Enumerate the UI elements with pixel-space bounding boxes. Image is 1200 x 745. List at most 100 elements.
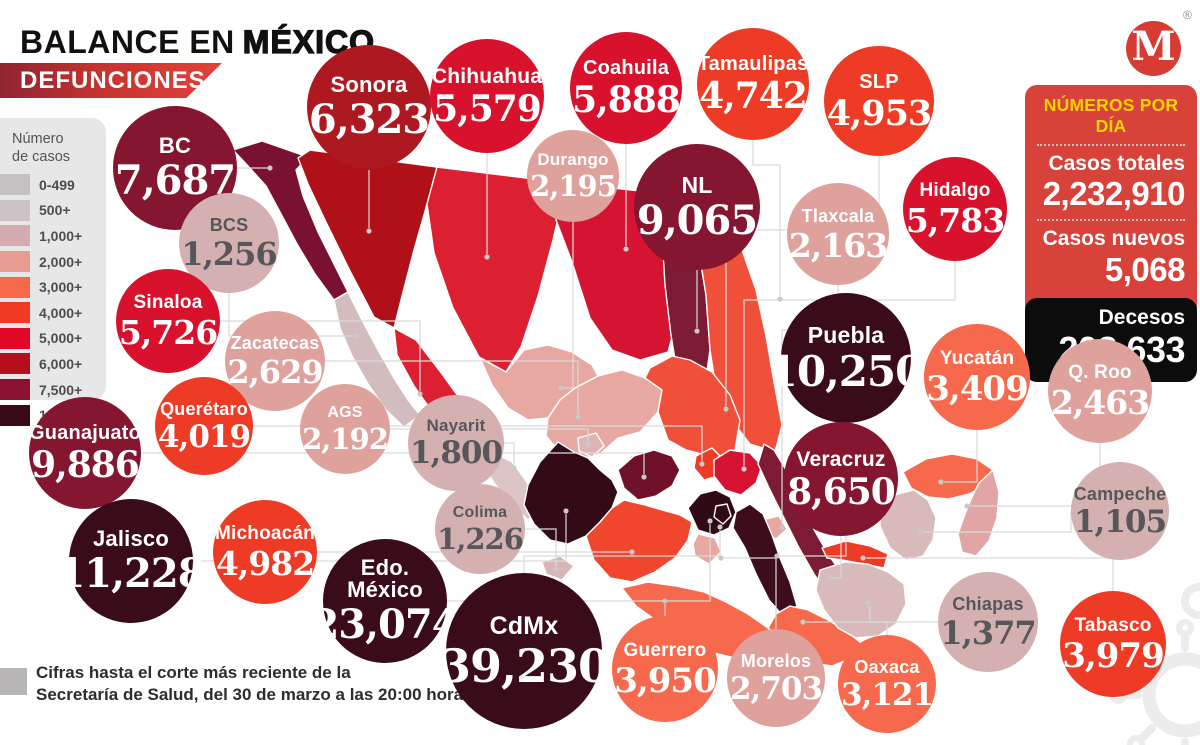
legend-item: 0-499: [0, 172, 106, 198]
bubble-label: Yucatán: [939, 347, 1015, 369]
bubble-value: 4,019: [157, 418, 251, 455]
legend-swatch: [0, 302, 30, 324]
bubble-value: 1,256: [181, 235, 277, 273]
bubble-label: Durango: [537, 150, 609, 169]
stats-header: NÚMEROS POR DÍA: [1043, 95, 1179, 136]
bubble-label: Tlaxcala: [801, 205, 875, 226]
map-state-morelos: [692, 533, 722, 565]
bubble-coahuila: Coahuila 5,888: [570, 32, 682, 144]
bubble-oaxaca: Oaxaca 3,121: [838, 635, 936, 733]
bubble-value: 4,953: [826, 92, 933, 134]
bubble-label: Colima: [452, 503, 508, 521]
bubble-label: Hidalgo: [919, 180, 991, 201]
map-state-sonora: [297, 149, 438, 329]
bubble-value: 3,121: [840, 676, 934, 713]
legend-label: 3,000+: [39, 279, 83, 296]
bubble-colima: Colima 1,226: [435, 484, 525, 574]
bubble-slp: SLP 4,953: [824, 46, 934, 156]
legend-swatch: [0, 251, 30, 273]
legend-item: 500+: [0, 198, 106, 224]
title-prefix: BALANCE EN: [20, 24, 235, 60]
bubble-value: 1,377: [940, 614, 1036, 652]
bubble-value: 9,065: [636, 196, 758, 244]
bubble-label: Nayarit: [426, 416, 486, 435]
bubble-value: 1,105: [1073, 503, 1167, 540]
legend-item: 3,000+: [0, 274, 106, 300]
bubble-edomex: Edo. México 23,074: [311, 539, 460, 663]
map-state-hidalgo: [713, 449, 763, 496]
legend-item: 2,000+: [0, 249, 106, 275]
legend-item: 4,000+: [0, 300, 106, 326]
bubble-label: Chiapas: [952, 594, 1024, 614]
bubble-michoacan: Michoacán 4,982: [213, 500, 317, 604]
legend-label: 6,000+: [39, 355, 83, 372]
bubble-ags: AGS 2,192: [300, 384, 390, 474]
bubble-label: Q. Roo: [1068, 362, 1132, 383]
legend-swatch: [0, 199, 30, 221]
legend-swatch: [0, 379, 30, 401]
bubble-hidalgo: Hidalgo 5,783: [903, 157, 1007, 261]
bubble-value: 2,195: [530, 169, 617, 203]
bubble-value: 5,579: [433, 87, 542, 130]
bubble-label: Chihuahua: [431, 64, 543, 88]
bubble-label: Edo. México: [347, 555, 423, 602]
bubble-sonora: Sonora 6,323: [307, 45, 431, 169]
legend-label: 1,000+: [39, 227, 83, 244]
bubble-value: 5,888: [572, 79, 681, 121]
bubble-sinaloa: Sinaloa 5,726: [116, 269, 220, 373]
map-state-tabasco: [821, 540, 889, 569]
bubble-guerrero: Guerrero 3,950: [612, 616, 718, 722]
bubble-value: 39,230: [438, 638, 610, 693]
bubble-yucatan: Yucatán 3,409: [924, 324, 1030, 430]
legend-rows: 0-499 500+ 1,000+ 2,000+ 3,000+ 4,000+ 5,000+ 6…: [0, 172, 106, 428]
bubble-label: SLP: [859, 70, 899, 93]
bubble-label: Querétaro: [160, 398, 248, 419]
total-cases-label: Casos totales: [1048, 152, 1185, 175]
bubble-nl: NL 9,065: [634, 144, 760, 270]
legend-label: 7,500+: [39, 381, 83, 398]
legend-panel: Número de casos 0-499 500+ 1,000+ 2,000+ 3,00…: [0, 118, 106, 426]
bubble-label: Oaxaca: [854, 656, 920, 677]
bubble-value: 11,228: [57, 550, 205, 597]
leader-dots: [267, 165, 970, 625]
bubble-bc: BC 7,687: [113, 106, 237, 230]
legend-swatch: [0, 174, 30, 196]
bubble-value: 4,742: [699, 75, 808, 117]
bubble-nayarit: Nayarit 1,800: [408, 395, 504, 491]
bubble-tabasco: Tabasco 3,979: [1060, 591, 1166, 697]
legend-swatch: [0, 404, 30, 426]
bubble-chiapas: Chiapas 1,377: [938, 572, 1038, 672]
legend-swatch: [0, 353, 30, 375]
bubble-value: 2,192: [302, 421, 389, 456]
bubble-label: BCS: [209, 215, 249, 235]
map-state-ags: [577, 432, 605, 458]
new-cases-value: 5,068: [1104, 250, 1186, 288]
bubble-value: 5,783: [905, 201, 1005, 240]
dotted-divider: [1037, 144, 1185, 146]
bubble-tamaulipas: Tamaulipas 4,742: [697, 28, 809, 140]
map-states: [232, 140, 1000, 667]
bubble-chihuahua: Chihuahua 5,579: [430, 39, 544, 153]
new-cases-label: Casos nuevos: [1042, 227, 1185, 251]
legend-label: 4,000+: [39, 304, 83, 321]
bubble-value: 2,463: [1050, 383, 1150, 422]
bubble-label: Coahuila: [582, 57, 670, 79]
map-state-michoacan: [585, 499, 693, 583]
bubble-label: Zacatecas: [230, 333, 320, 353]
bubble-value: 4,982: [215, 544, 315, 583]
dotted-divider: [1037, 219, 1185, 222]
registered-mark: ®: [1183, 8, 1192, 22]
bubble-value: 3,950: [614, 660, 716, 701]
bubble-value: 10,250: [768, 346, 925, 396]
legend-label: 5,000+: [39, 330, 83, 347]
legend-label: 500+: [39, 202, 71, 219]
bubble-value: 6,323: [308, 96, 430, 143]
bubble-cdmx: CdMx 39,230: [439, 573, 610, 729]
defunciones-banner: DEFUNCIONES: [0, 63, 222, 98]
legend-title: Número de casos: [12, 131, 71, 165]
bubble-value: 1,226: [437, 521, 524, 556]
bubble-label: Campeche: [1073, 483, 1167, 504]
footnote-text: Cifras hasta el corte más reciente de la…: [36, 663, 473, 704]
map-state-chiapas: [815, 561, 907, 639]
